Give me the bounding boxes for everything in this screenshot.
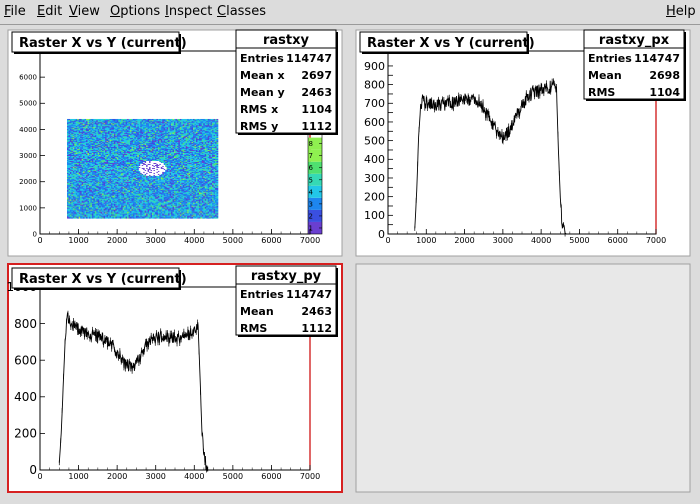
menu-bar: File Edit View Options Inspect Classes H… <box>0 0 700 24</box>
menu-classes[interactable]: Classes <box>217 4 266 19</box>
menu-view[interactable]: View <box>69 4 100 19</box>
menu-file[interactable]: File <box>4 4 26 19</box>
menu-edit[interactable]: Edit <box>37 4 62 19</box>
menu-help[interactable]: Help <box>666 4 696 19</box>
menu-inspect[interactable]: Inspect <box>165 4 212 19</box>
menu-options[interactable]: Options <box>110 4 160 19</box>
